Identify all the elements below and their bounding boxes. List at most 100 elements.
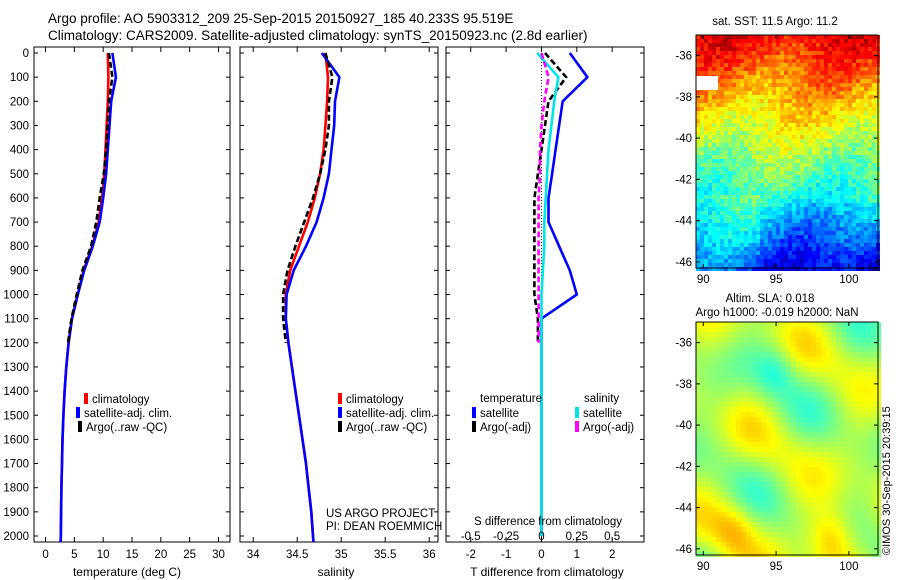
sst-cell bbox=[720, 191, 724, 195]
sst-cell bbox=[828, 131, 832, 135]
sst-cell bbox=[776, 251, 780, 255]
sst-cell bbox=[716, 219, 720, 223]
sst-cell bbox=[772, 63, 776, 67]
sla-cell bbox=[856, 492, 861, 497]
sla-cell bbox=[806, 417, 811, 422]
sla-cell bbox=[726, 387, 731, 392]
x-tick-label: 25 bbox=[183, 549, 196, 561]
sla-cell bbox=[846, 422, 851, 427]
sst-cell bbox=[760, 87, 764, 91]
sla-cell bbox=[741, 512, 746, 517]
sla-cell bbox=[871, 532, 876, 537]
map-lon-label: 90 bbox=[697, 274, 710, 286]
sst-cell bbox=[808, 95, 812, 99]
sst-cell bbox=[700, 207, 704, 211]
sla-cell bbox=[771, 452, 776, 457]
sst-cell bbox=[708, 139, 712, 143]
sla-cell bbox=[766, 322, 771, 327]
sst-cell bbox=[744, 199, 748, 203]
sla-cell bbox=[806, 332, 811, 337]
sla-cell bbox=[721, 422, 726, 427]
sla-cell bbox=[721, 332, 726, 337]
sst-cell bbox=[824, 63, 828, 67]
sst-cell bbox=[740, 71, 744, 75]
sst-cell bbox=[708, 267, 712, 271]
sla-cell bbox=[706, 337, 711, 342]
sla-cell bbox=[766, 367, 771, 372]
sst-cell bbox=[740, 107, 744, 111]
sla-cell bbox=[841, 332, 846, 337]
sla-cell bbox=[811, 387, 816, 392]
sst-cell bbox=[724, 91, 728, 95]
sla-cell bbox=[811, 497, 816, 502]
sst-cell bbox=[872, 87, 876, 91]
sst-cell bbox=[724, 75, 728, 79]
sst-cell bbox=[772, 151, 776, 155]
sla-cell bbox=[871, 412, 876, 417]
sst-cell bbox=[864, 183, 868, 187]
sst-cell bbox=[704, 179, 708, 183]
sst-cell bbox=[780, 211, 784, 215]
sst-cell bbox=[740, 143, 744, 147]
sst-cell bbox=[744, 119, 748, 123]
sla-cell bbox=[736, 387, 741, 392]
sst-cell bbox=[780, 99, 784, 103]
sla-cell bbox=[796, 417, 801, 422]
sla-cell bbox=[821, 542, 826, 547]
sla-cell bbox=[806, 472, 811, 477]
sst-cell bbox=[712, 163, 716, 167]
sst-cell bbox=[756, 119, 760, 123]
sst-cell bbox=[788, 83, 792, 87]
sst-cell bbox=[852, 259, 856, 263]
sla-cell bbox=[706, 477, 711, 482]
sst-cell bbox=[700, 231, 704, 235]
sla-cell bbox=[826, 477, 831, 482]
sla-cell bbox=[781, 482, 786, 487]
sst-cell bbox=[836, 235, 840, 239]
sla-cell bbox=[711, 327, 716, 332]
sla-cell bbox=[816, 377, 821, 382]
sla-cell bbox=[746, 372, 751, 377]
sla-cell bbox=[731, 347, 736, 352]
sst-cell bbox=[856, 123, 860, 127]
sst-cell bbox=[792, 267, 796, 271]
sla-cell bbox=[866, 337, 871, 342]
sst-cell bbox=[708, 231, 712, 235]
sst-cell bbox=[808, 131, 812, 135]
sst-cell bbox=[756, 59, 760, 63]
sst-cell bbox=[816, 195, 820, 199]
sla-cell bbox=[716, 342, 721, 347]
sst-cell bbox=[756, 227, 760, 231]
sla-cell bbox=[856, 372, 861, 377]
sst-cell bbox=[808, 143, 812, 147]
sst-cell bbox=[840, 255, 844, 259]
depth-tick-label: 2000 bbox=[3, 531, 29, 543]
sst-cell bbox=[852, 239, 856, 243]
sst-cell bbox=[780, 135, 784, 139]
sla-cell bbox=[776, 517, 781, 522]
sst-cell bbox=[864, 239, 868, 243]
sst-cell bbox=[864, 79, 868, 83]
sla-cell bbox=[721, 417, 726, 422]
sla-cell bbox=[841, 372, 846, 377]
sla-cell bbox=[771, 472, 776, 477]
sla-cell bbox=[771, 517, 776, 522]
sla-cell bbox=[756, 387, 761, 392]
sla-cell bbox=[696, 337, 701, 342]
sst-cell bbox=[796, 215, 800, 219]
sla-cell bbox=[846, 462, 851, 467]
sla-cell bbox=[746, 522, 751, 527]
sst-cell bbox=[700, 99, 704, 103]
sst-cell bbox=[804, 267, 808, 271]
sst-cell bbox=[772, 235, 776, 239]
legend-label: satellite bbox=[480, 408, 519, 420]
sla-cell bbox=[741, 432, 746, 437]
sla-cell bbox=[811, 547, 816, 552]
sst-cell bbox=[728, 75, 732, 79]
sla-cell bbox=[846, 382, 851, 387]
map-lat-label: -44 bbox=[675, 216, 692, 228]
sst-cell bbox=[816, 139, 820, 143]
sst-cell bbox=[724, 191, 728, 195]
sst-cell bbox=[784, 243, 788, 247]
sst-cell bbox=[732, 87, 736, 91]
